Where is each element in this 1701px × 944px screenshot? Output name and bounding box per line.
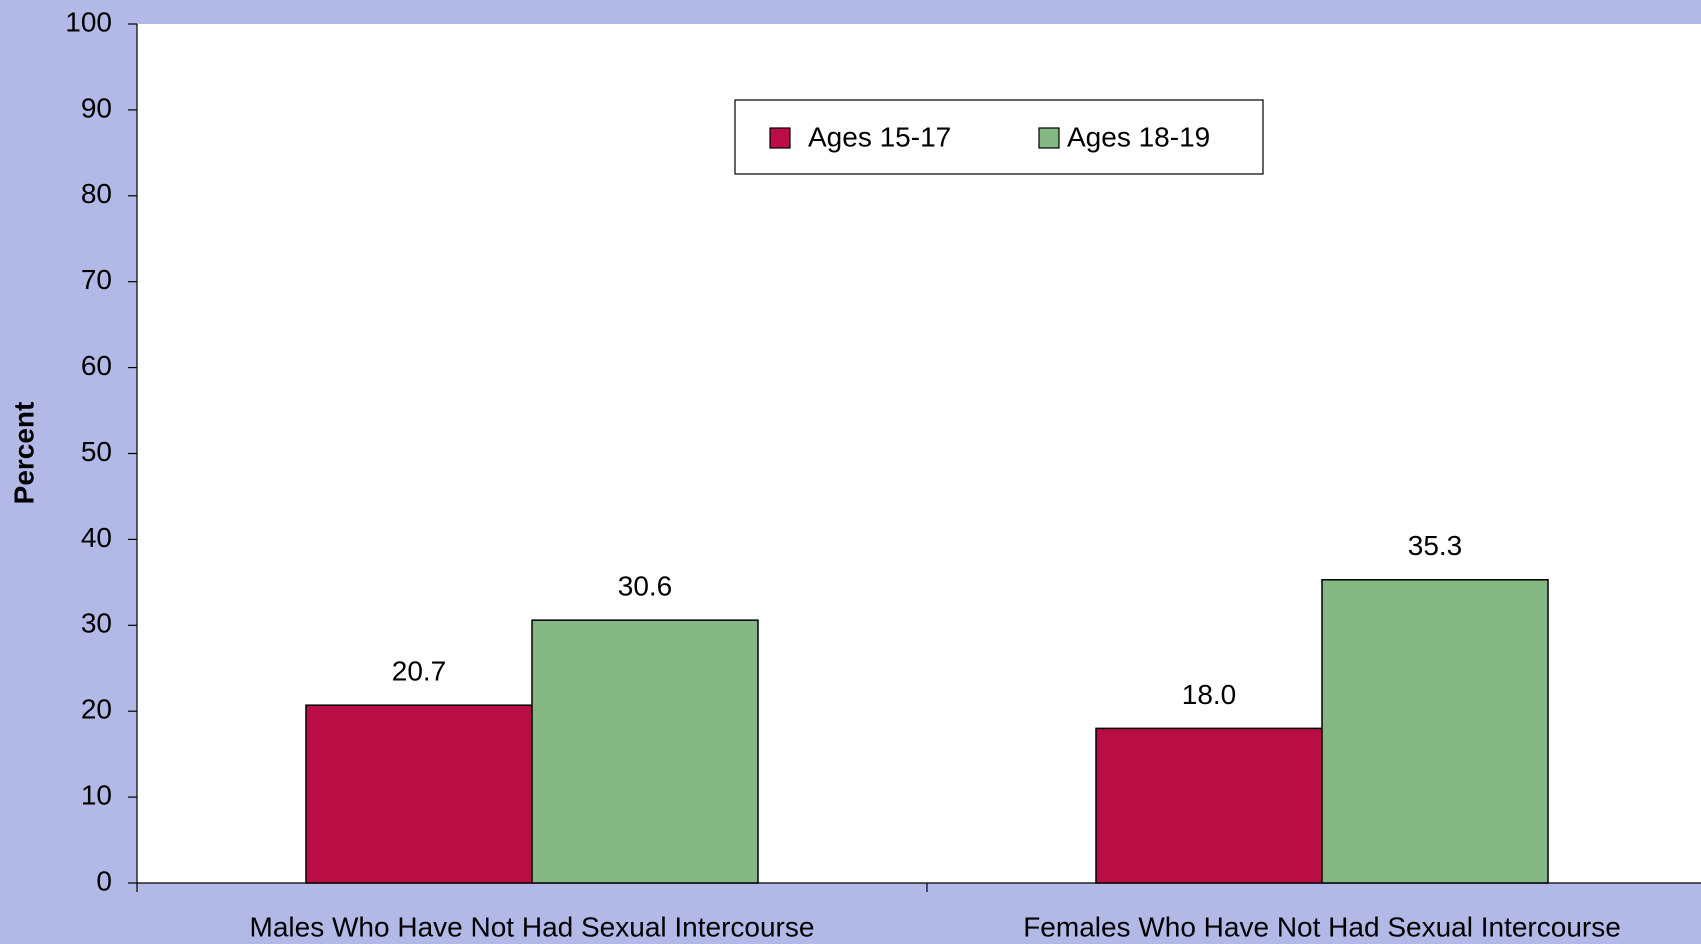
- legend-swatch: [769, 127, 791, 149]
- y-axis-label: Percent: [8, 402, 39, 505]
- y-tick-label: 70: [81, 264, 112, 295]
- y-tick-label: 0: [96, 865, 112, 896]
- y-tick-label: 10: [81, 779, 112, 810]
- bar: [1095, 727, 1323, 884]
- y-tick-label: 30: [81, 608, 112, 639]
- y-tick-label: 100: [65, 6, 112, 37]
- y-tick-label: 80: [81, 178, 112, 209]
- bar: [305, 704, 533, 884]
- y-tick-label: 40: [81, 522, 112, 553]
- legend-label: Ages 18-19: [1067, 121, 1210, 152]
- legend-swatch: [1038, 127, 1060, 149]
- y-tick-label: 90: [81, 92, 112, 123]
- value-label: 18.0: [1182, 679, 1237, 710]
- value-label: 30.6: [618, 571, 673, 602]
- legend: [734, 99, 1264, 175]
- value-label: 20.7: [392, 656, 447, 687]
- bar: [1321, 579, 1549, 884]
- x-tick-label: Males Who Have Not Had Sexual Intercours…: [250, 911, 815, 942]
- y-tick-label: 20: [81, 694, 112, 725]
- legend-label: Ages 15-17: [808, 121, 951, 152]
- y-tick-label: 60: [81, 350, 112, 381]
- bar: [531, 619, 759, 884]
- y-tick-label: 50: [81, 436, 112, 467]
- x-tick-label: Females Who Have Not Had Sexual Intercou…: [1023, 911, 1621, 942]
- value-label: 35.3: [1408, 530, 1463, 561]
